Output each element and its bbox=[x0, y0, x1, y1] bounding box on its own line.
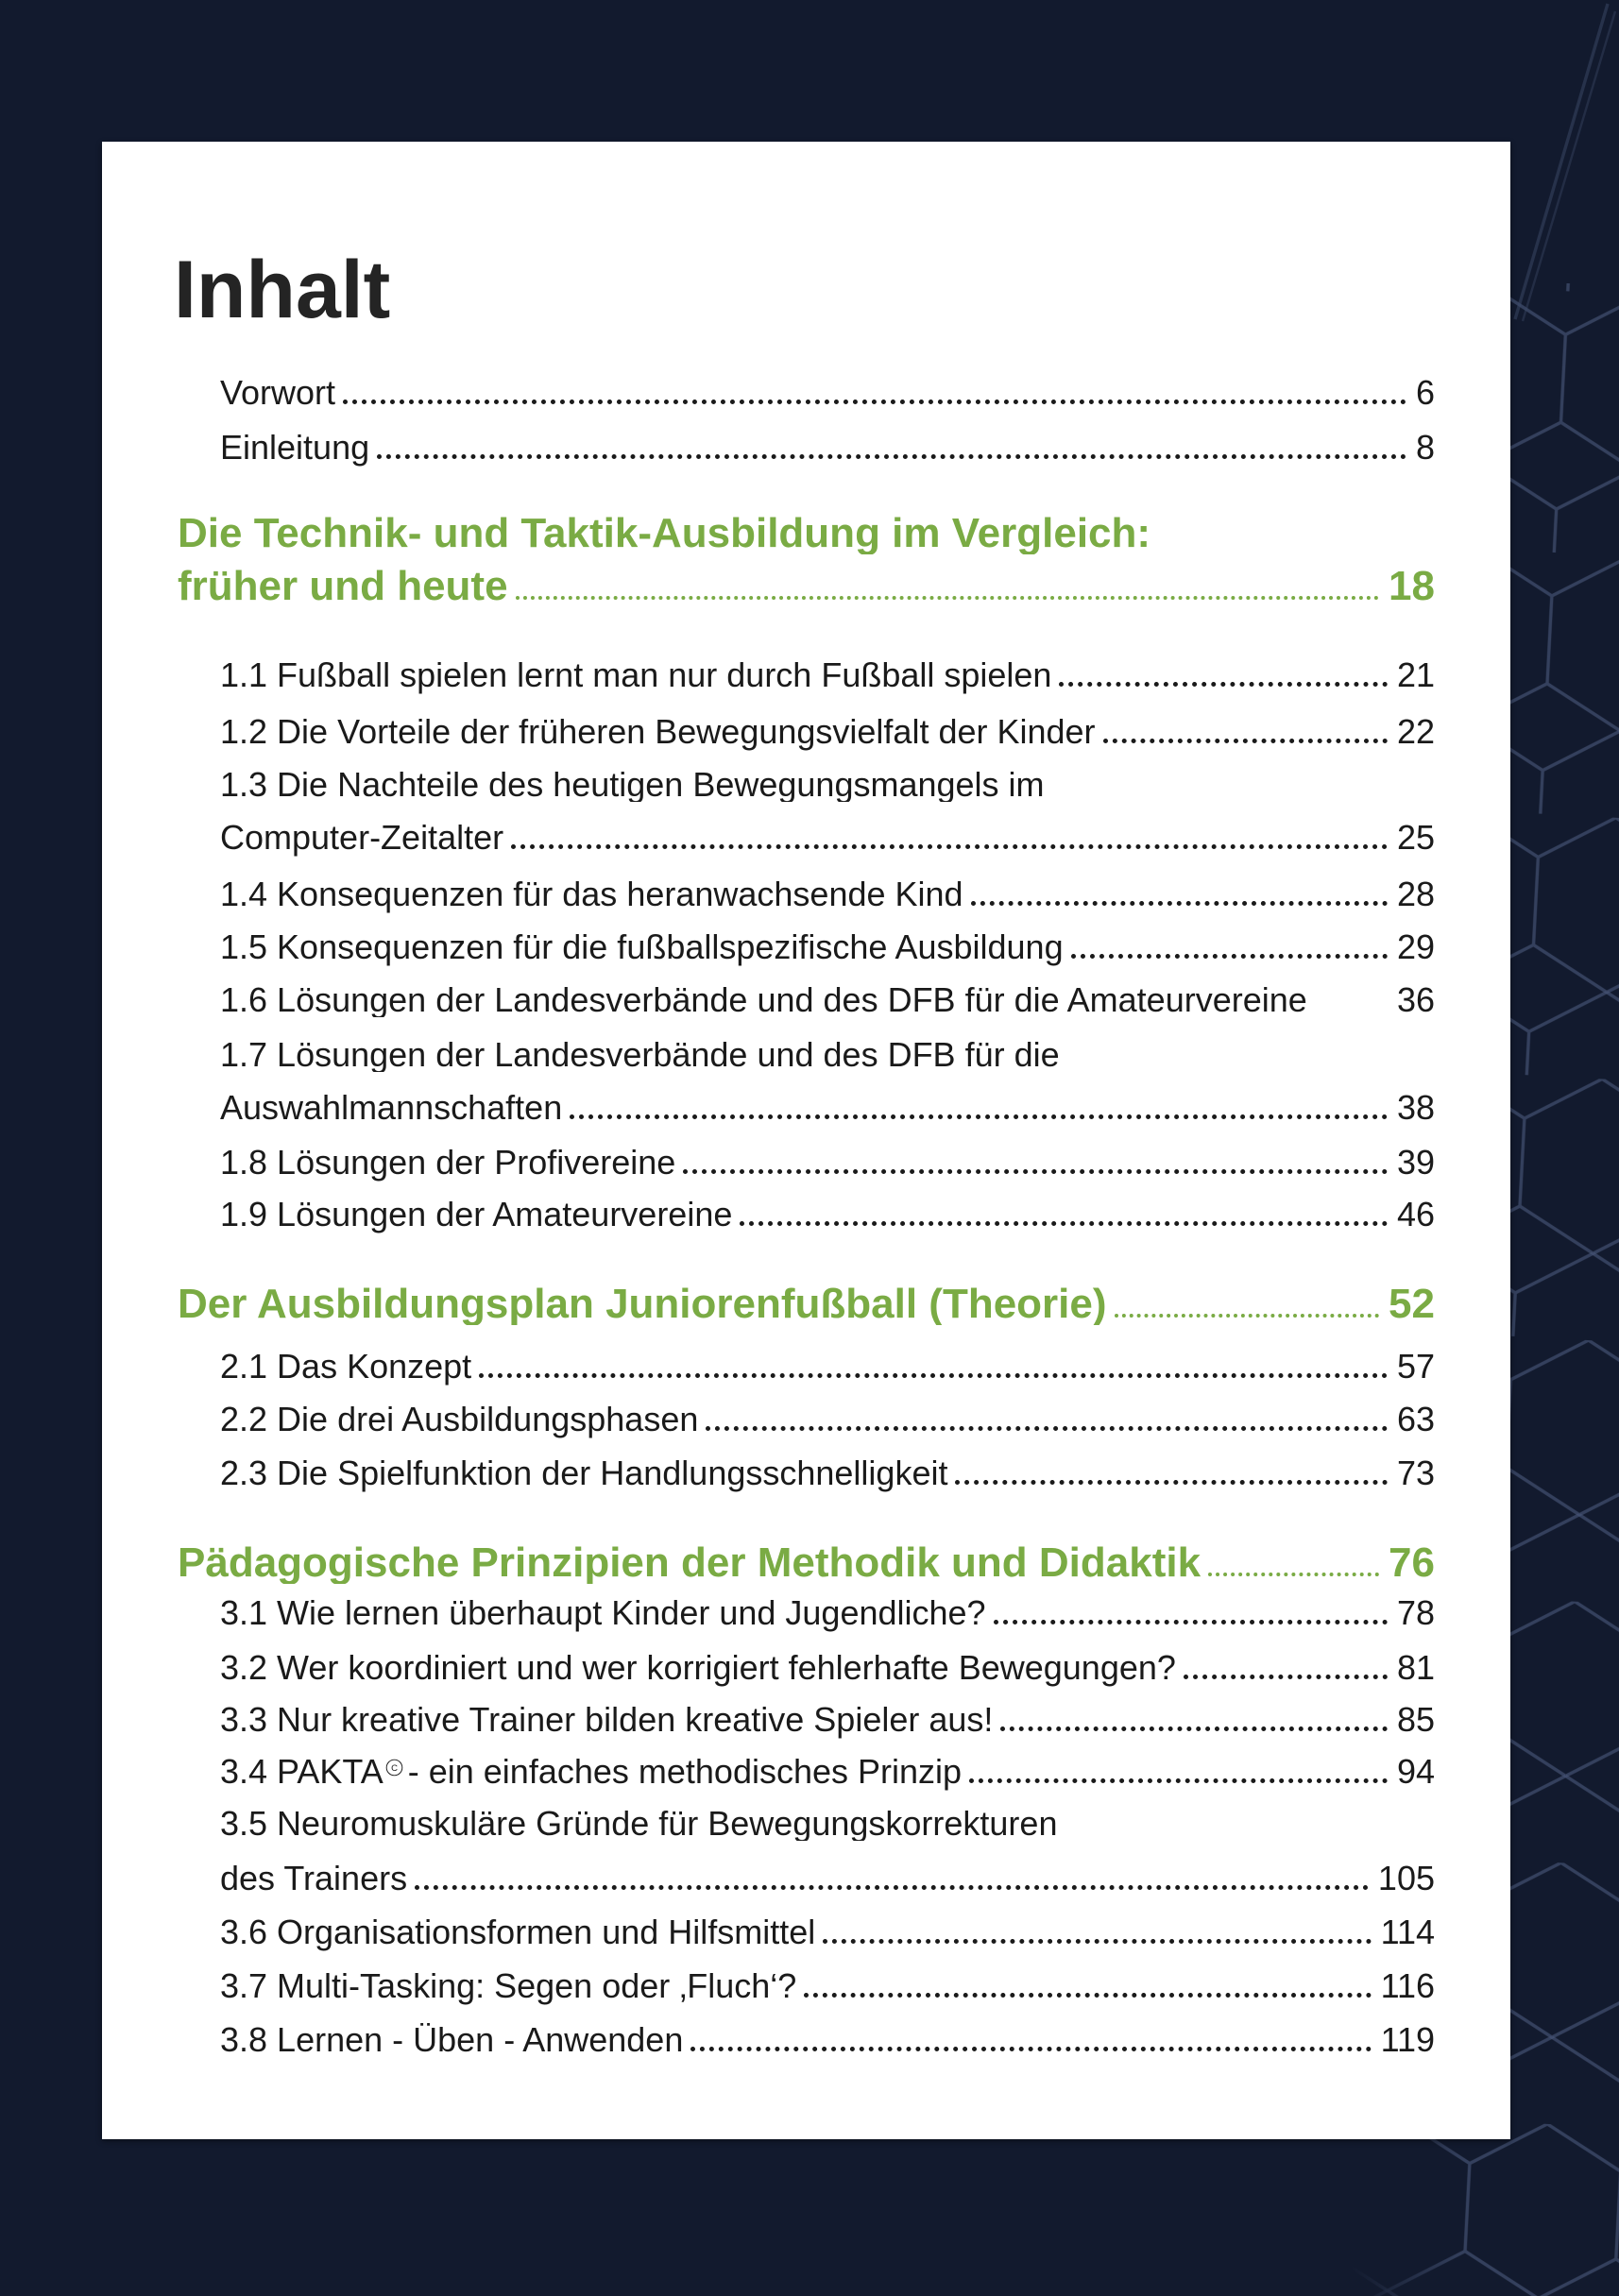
svg-text:C: C bbox=[391, 1763, 398, 1774]
